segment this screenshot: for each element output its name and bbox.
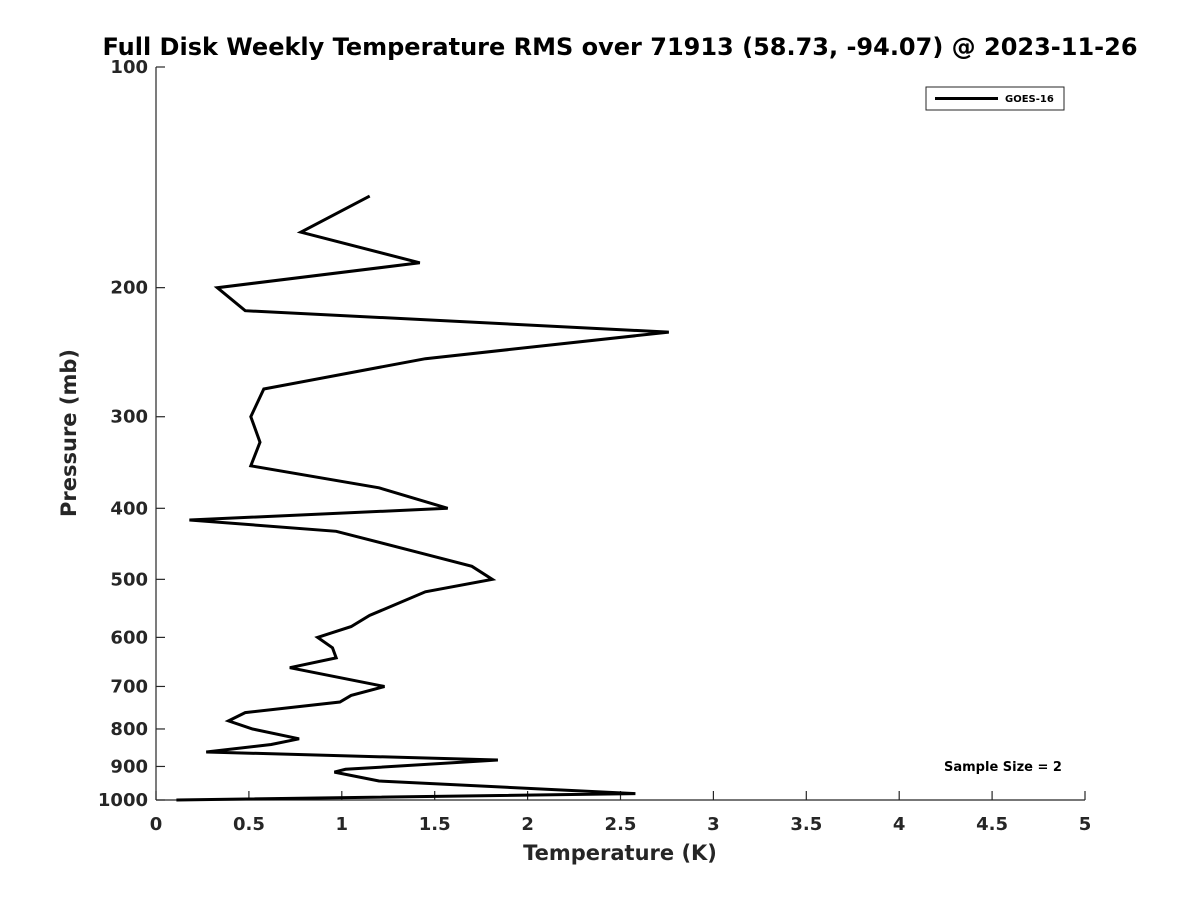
x-tick-label: 2	[521, 814, 534, 835]
x-ticks: 0 0.5 1 1.5 2 2.5 3 3.5 4 4.5 5	[150, 791, 1092, 835]
x-tick-label: 4.5	[976, 814, 1008, 835]
x-tick-label: 0	[150, 814, 163, 835]
x-tick-label: 3	[707, 814, 720, 835]
y-tick-label: 100	[110, 57, 148, 78]
series-line-goes-16	[176, 194, 669, 802]
x-tick-label: 1	[336, 814, 349, 835]
y-tick-label: 800	[110, 719, 148, 740]
x-tick-label: 2.5	[605, 814, 637, 835]
y-tick-label: 700	[110, 676, 148, 697]
x-tick-label: 4	[893, 814, 906, 835]
y-tick-label: 200	[110, 278, 148, 299]
y-tick-label: 900	[110, 756, 148, 777]
y-tick-label: 500	[110, 569, 148, 590]
legend-label-goes-16: GOES-16	[1005, 94, 1054, 105]
axes	[155, 67, 1085, 801]
y-tick-label: 1000	[98, 790, 148, 811]
y-tick-label: 400	[110, 498, 148, 519]
x-tick-label: 1.5	[419, 814, 451, 835]
x-tick-label: 3.5	[790, 814, 822, 835]
y-tick-label: 300	[110, 407, 148, 428]
chart-title: Full Disk Weekly Temperature RMS over 71…	[102, 33, 1137, 61]
series-group	[176, 194, 669, 802]
legend: GOES-16	[925, 86, 1065, 111]
sample-size-annotation: Sample Size = 2	[944, 760, 1062, 775]
y-axis-label: Pressure (mb)	[57, 349, 81, 517]
y-tick-label: 600	[110, 627, 148, 648]
y-ticks: 100 200 300 400 500 600 700 800 900 1000	[98, 57, 165, 811]
x-tick-label: 0.5	[233, 814, 265, 835]
x-tick-label: 5	[1079, 814, 1092, 835]
x-axis-label: Temperature (K)	[523, 841, 717, 865]
